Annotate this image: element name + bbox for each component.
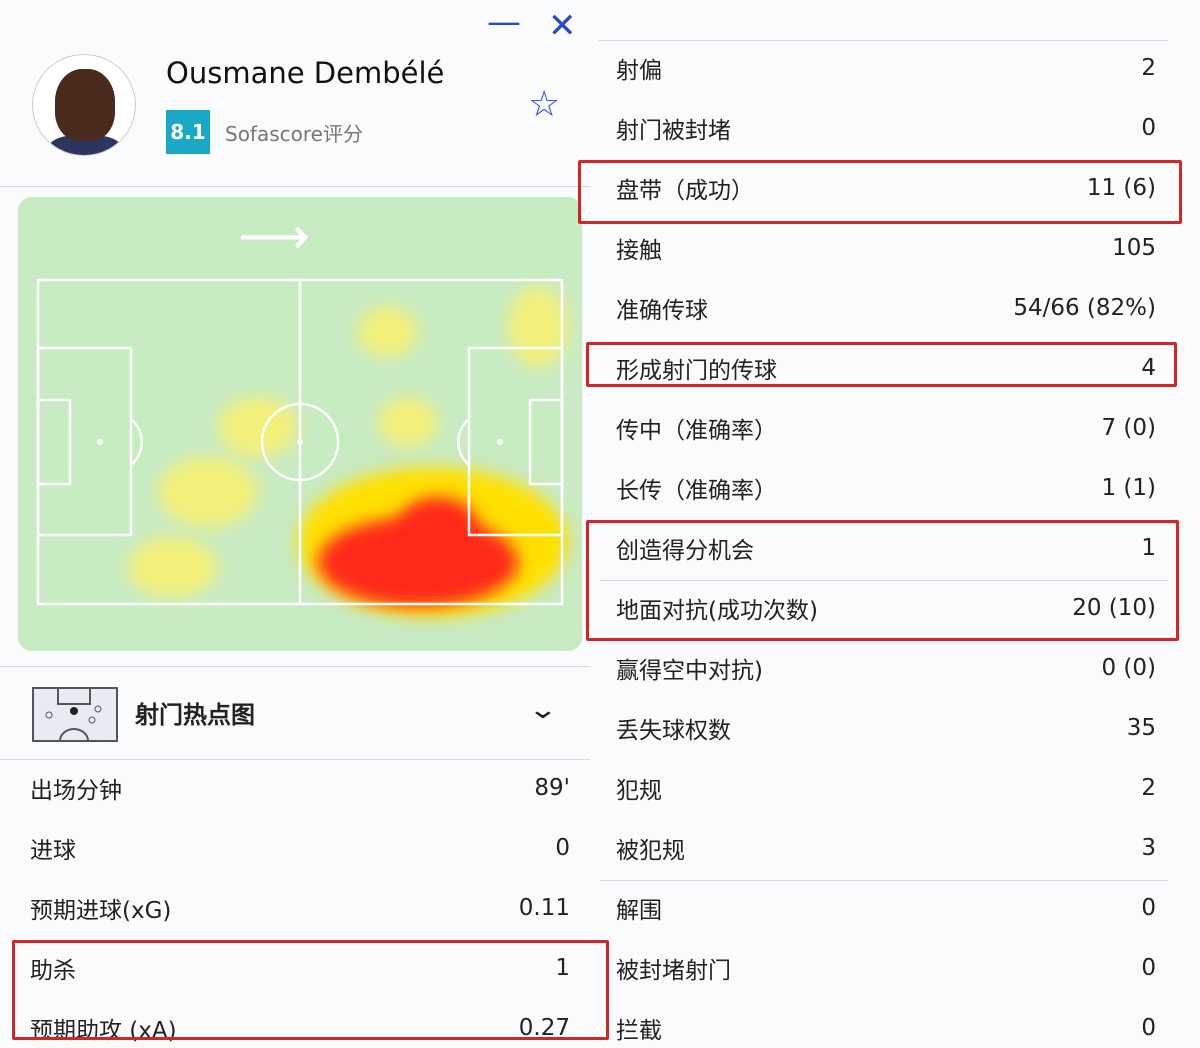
close-icon[interactable]: ✕ [548,6,577,46]
stat-value: 35 [1126,715,1156,741]
stat-row: 被封堵射门 0 [616,948,1156,988]
shot-map-title: 射门热点图 [135,701,255,729]
stat-label: 出场分钟 [30,778,122,804]
stat-row: 接触 105 [616,228,1156,268]
highlight-box [586,520,1179,641]
stat-label: 被封堵射门 [616,958,731,984]
stat-label: 形成射门的传球 [616,358,777,384]
stat-row: 出场分钟 89' [30,768,570,808]
divider [600,880,1168,881]
stat-label: 接触 [616,238,662,264]
player-panel: — ✕ Ousmane Dembélé 8.1 Sofascore评分 ☆ ⟶ [0,0,590,1044]
stat-row: 丢失球权数 35 [616,708,1156,748]
stat-value: 54/66 (82%) [1013,295,1156,321]
stat-row: 准确传球 54/66 (82%) [616,288,1156,328]
rating-badge: 8.1 [166,110,210,154]
stat-value: 0 [1141,955,1156,981]
chevron-down-icon[interactable]: ⌄ [527,695,559,725]
stat-value: 0 [555,835,570,861]
stat-value: 0 [1141,115,1156,141]
stat-row: 射门被封堵 0 [616,108,1156,148]
star-icon[interactable]: ☆ [528,84,561,125]
stat-row: 创造得分机会 1 [616,528,1156,568]
stat-row: 长传（准确率） 1 (1) [616,468,1156,508]
stat-value: 1 [555,955,570,981]
stat-label: 创造得分机会 [616,538,754,564]
highlight-box [578,160,1182,224]
stat-label: 赢得空中对抗) [616,658,763,684]
stat-value: 0 [1141,1015,1156,1041]
stat-value: 1 (1) [1101,475,1156,501]
stat-value: 11 (6) [1086,175,1156,201]
stat-row: 助杀 1 [30,948,570,988]
stat-row: 赢得空中对抗) 0 (0) [616,648,1156,688]
stat-label: 助杀 [30,958,76,984]
stat-label: 进球 [30,838,76,864]
rating-label: Sofascore评分 [225,122,363,146]
stat-value: 1 [1141,535,1156,561]
player-name: Ousmane Dembélé [166,56,445,90]
stat-value: 89' [534,775,570,801]
stat-value: 0 [1141,895,1156,921]
stat-label: 预期进球(xG) [30,898,172,924]
pitch-lines [36,278,564,606]
stat-row: 地面对抗(成功次数) 20 (10) [616,588,1156,628]
highlight-box [12,940,609,1040]
shot-map-icon [32,687,118,742]
stat-value: 0.11 [518,895,570,921]
heatmap: ⟶ [18,197,582,651]
stat-value: 2 [1141,775,1156,801]
shot-map-header[interactable]: 射门热点图 ⌄ [0,667,590,759]
stat-row: 盘带（成功） 11 (6) [616,168,1156,208]
stat-label: 被犯规 [616,838,685,864]
stat-label: 准确传球 [616,298,708,324]
stat-value: 20 (10) [1072,595,1156,621]
avatar [32,54,136,156]
divider [600,580,1168,581]
stat-label: 盘带（成功） [616,178,754,204]
stat-label: 射门被封堵 [616,118,731,144]
stat-value: 7 (0) [1101,415,1156,441]
divider [0,186,590,187]
stat-row: 拦截 0 [616,1008,1156,1048]
stat-label: 射偏 [616,58,662,84]
stat-row: 形成射门的传球 4 [616,348,1156,388]
stat-row: 传中（准确率） 7 (0) [616,408,1156,448]
stat-row: 解围 0 [616,888,1156,928]
stat-row: 预期进球(xG) 0.11 [30,888,570,928]
stat-value: 0 (0) [1101,655,1156,681]
stat-label: 拦截 [616,1018,662,1044]
stat-row: 被犯规 3 [616,828,1156,868]
stat-label: 犯规 [616,778,662,804]
stat-label: 丢失球权数 [616,718,731,744]
stat-row: 进球 0 [30,828,570,868]
stat-value: 105 [1112,235,1156,261]
stat-label: 长传（准确率） [616,478,777,504]
stat-label: 地面对抗(成功次数) [616,598,818,624]
stat-label: 解围 [616,898,662,924]
stat-value: 3 [1141,835,1156,861]
highlight-box [586,342,1177,387]
minus-icon[interactable]: — [487,2,521,42]
stat-value: 2 [1141,55,1156,81]
stat-row: 犯规 2 [616,768,1156,808]
stat-value: 4 [1141,355,1156,381]
stat-row: 射偏 2 [616,48,1156,88]
stat-label: 传中（准确率） [616,418,777,444]
